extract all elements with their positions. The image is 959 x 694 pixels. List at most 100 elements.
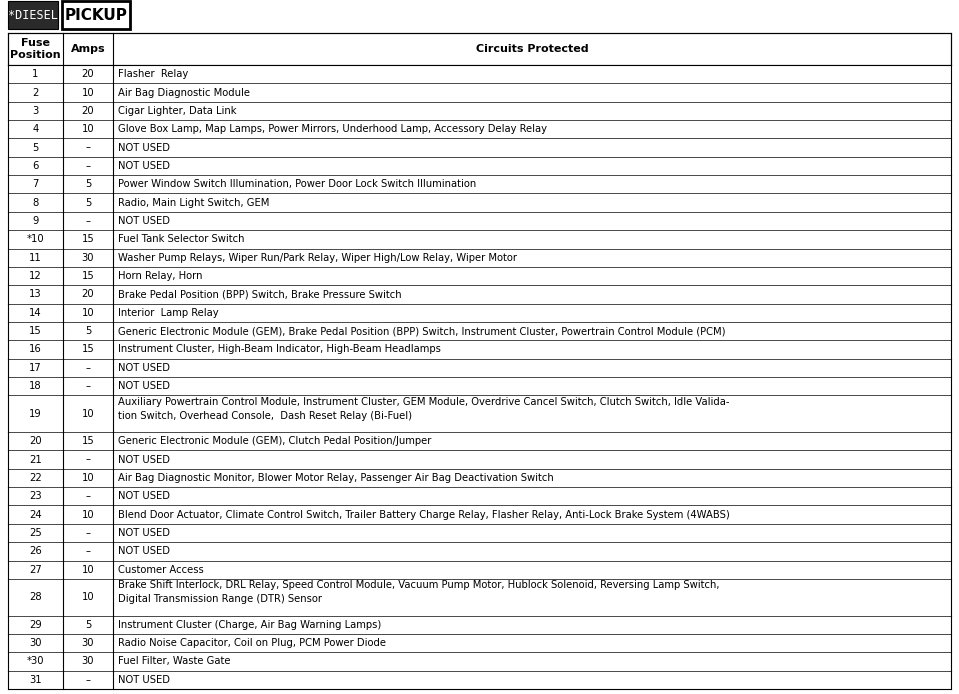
Text: Generic Electronic Module (GEM), Clutch Pedal Position/Jumper: Generic Electronic Module (GEM), Clutch … [118,437,432,446]
Text: 20: 20 [82,106,94,116]
Text: NOT USED: NOT USED [118,546,170,557]
Bar [8,248,951,267]
Text: NOT USED: NOT USED [118,142,170,153]
Text: 10: 10 [82,509,94,520]
Bar [8,634,951,652]
Text: 8: 8 [33,198,38,208]
Text: 18: 18 [29,381,42,391]
Bar [8,322,951,340]
Bar [8,194,951,212]
Text: 28: 28 [29,592,42,602]
Text: 13: 13 [29,289,42,299]
Text: –: – [85,491,90,501]
Text: *DIESEL: *DIESEL [8,8,58,22]
Text: NOT USED: NOT USED [118,491,170,501]
Text: Fuel Filter, Waste Gate: Fuel Filter, Waste Gate [118,657,230,666]
Text: Radio Noise Capacitor, Coil on Plug, PCM Power Diode: Radio Noise Capacitor, Coil on Plug, PCM… [118,638,386,648]
Text: Horn Relay, Horn: Horn Relay, Horn [118,271,202,281]
Text: 16: 16 [29,344,42,355]
Text: 10: 10 [82,473,94,483]
Text: 17: 17 [29,363,42,373]
Bar [8,505,951,524]
Bar [8,33,951,65]
Text: 5: 5 [84,620,91,629]
Text: 30: 30 [82,657,94,666]
Text: 30: 30 [82,253,94,263]
Bar [8,487,951,505]
Text: 24: 24 [29,509,42,520]
Text: 30: 30 [82,638,94,648]
Text: 30: 30 [30,638,42,648]
Text: –: – [85,161,90,171]
Text: NOT USED: NOT USED [118,381,170,391]
Text: –: – [85,381,90,391]
Bar [8,468,951,487]
Text: 25: 25 [29,528,42,538]
Bar [8,561,951,579]
Text: 10: 10 [82,87,94,98]
Text: 20: 20 [82,69,94,79]
Text: Fuel Tank Selector Switch: Fuel Tank Selector Switch [118,235,245,244]
Text: 31: 31 [29,675,42,685]
Bar [8,175,951,194]
Text: 11: 11 [29,253,42,263]
Text: Brake Pedal Position (BPP) Switch, Brake Pressure Switch: Brake Pedal Position (BPP) Switch, Brake… [118,289,402,299]
Bar [8,542,951,561]
Bar [8,267,951,285]
Bar [8,616,951,634]
Text: 15: 15 [82,344,94,355]
Bar [8,120,951,138]
Text: Generic Electronic Module (GEM), Brake Pedal Position (BPP) Switch, Instrument C: Generic Electronic Module (GEM), Brake P… [118,326,726,336]
Text: Air Bag Diagnostic Monitor, Blower Motor Relay, Passenger Air Bag Deactivation S: Air Bag Diagnostic Monitor, Blower Motor… [118,473,553,483]
Text: 10: 10 [82,565,94,575]
Text: 20: 20 [29,437,42,446]
Text: 15: 15 [82,271,94,281]
Text: Radio, Main Light Switch, GEM: Radio, Main Light Switch, GEM [118,198,269,208]
Text: 5: 5 [84,179,91,189]
Text: 26: 26 [29,546,42,557]
Bar [8,670,951,689]
Text: 3: 3 [33,106,38,116]
Text: 12: 12 [29,271,42,281]
Text: Blend Door Actuator, Climate Control Switch, Trailer Battery Charge Relay, Flash: Blend Door Actuator, Climate Control Swi… [118,509,730,520]
Text: Brake Shift Interlock, DRL Relay, Speed Control Module, Vacuum Pump Motor, Hublo: Brake Shift Interlock, DRL Relay, Speed … [118,580,719,604]
Text: 10: 10 [82,409,94,418]
Text: 27: 27 [29,565,42,575]
Text: 10: 10 [82,307,94,318]
Bar [8,450,951,468]
Text: 10: 10 [82,592,94,602]
Text: Circuits Protected: Circuits Protected [476,44,588,54]
Text: Washer Pump Relays, Wiper Run/Park Relay, Wiper High/Low Relay, Wiper Motor: Washer Pump Relays, Wiper Run/Park Relay… [118,253,517,263]
Text: 20: 20 [82,289,94,299]
Bar [8,396,951,432]
Text: 14: 14 [29,307,42,318]
Text: 7: 7 [33,179,38,189]
Text: Flasher  Relay: Flasher Relay [118,69,188,79]
Text: Power Window Switch Illumination, Power Door Lock Switch Illumination: Power Window Switch Illumination, Power … [118,179,477,189]
Text: Air Bag Diagnostic Module: Air Bag Diagnostic Module [118,87,250,98]
Text: PICKUP: PICKUP [64,8,128,22]
Text: 6: 6 [33,161,38,171]
Text: 5: 5 [84,198,91,208]
Text: Glove Box Lamp, Map Lamps, Power Mirrors, Underhood Lamp, Accessory Delay Relay: Glove Box Lamp, Map Lamps, Power Mirrors… [118,124,547,134]
Bar [8,285,951,303]
Text: 10: 10 [82,124,94,134]
Text: 15: 15 [29,326,42,336]
Text: NOT USED: NOT USED [118,363,170,373]
Text: NOT USED: NOT USED [118,455,170,464]
Bar [8,432,951,450]
Bar [8,230,951,248]
Text: 21: 21 [29,455,42,464]
Bar [8,340,951,359]
Bar [8,579,951,616]
Bar [8,102,951,120]
Text: NOT USED: NOT USED [118,528,170,538]
Text: 5: 5 [84,326,91,336]
Text: *10: *10 [27,235,44,244]
Bar [62,1,130,29]
Text: 1: 1 [33,69,38,79]
Text: Auxiliary Powertrain Control Module, Instrument Cluster, GEM Module, Overdrive C: Auxiliary Powertrain Control Module, Ins… [118,397,730,421]
Text: Cigar Lighter, Data Link: Cigar Lighter, Data Link [118,106,237,116]
Bar [8,377,951,396]
Text: –: – [85,455,90,464]
